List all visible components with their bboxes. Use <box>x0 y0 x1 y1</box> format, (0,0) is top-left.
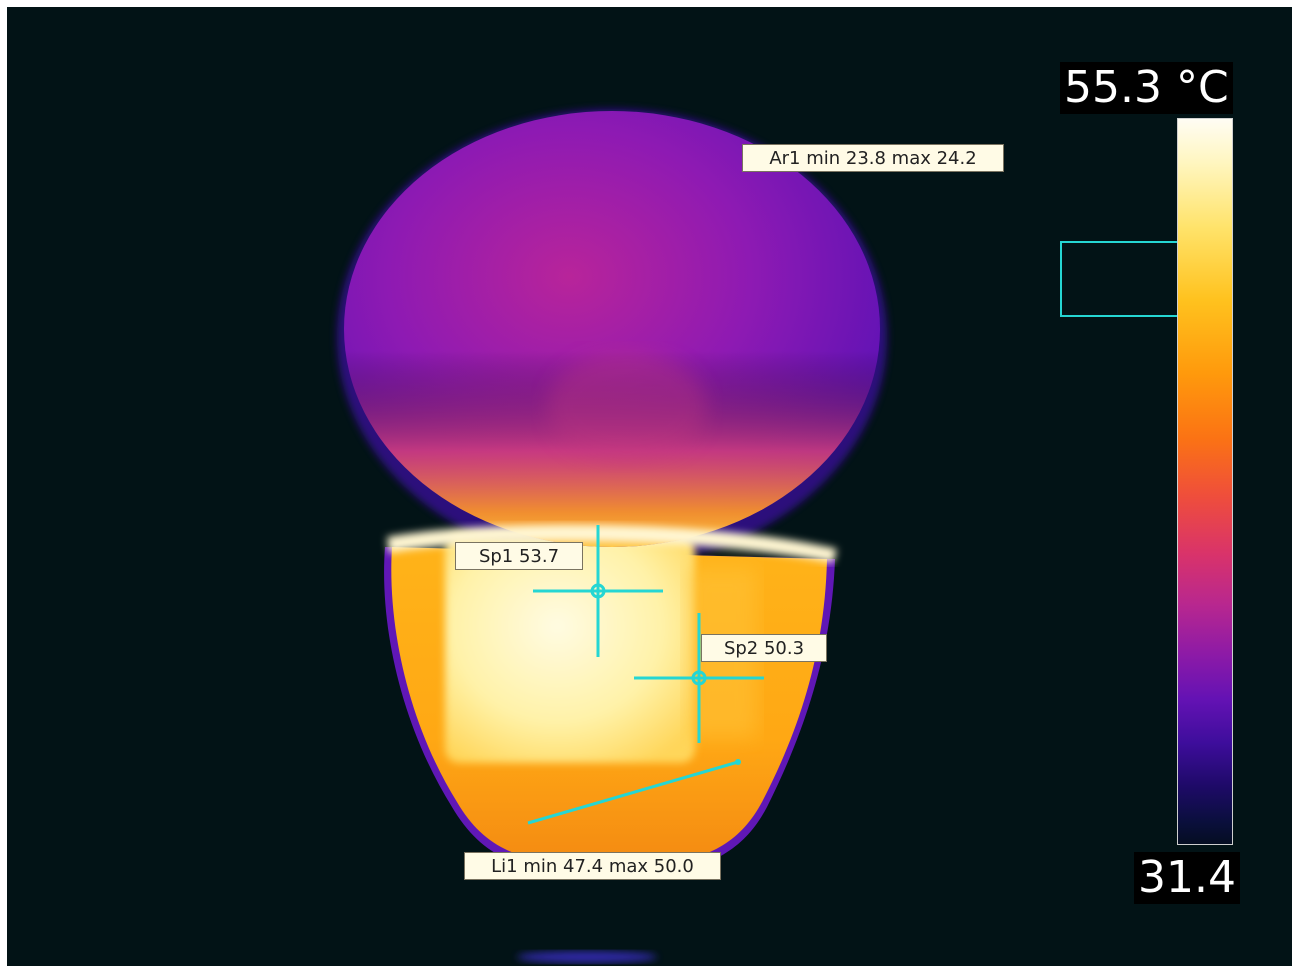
bulb-seam <box>387 524 837 563</box>
area-measurement-label: Ar1 min 23.8 max 24.2 <box>742 144 1004 172</box>
spot1-measurement-label: Sp1 53.7 <box>455 542 583 570</box>
thermal-image <box>337 109 887 963</box>
spot2-crosshair <box>634 613 764 743</box>
thermal-image-frame <box>7 7 1292 966</box>
range-marker-bracket <box>1060 241 1177 317</box>
line-measurement <box>527 759 741 825</box>
scale-max-label: 55.3 °C <box>1060 62 1233 114</box>
spot2-measurement-label: Sp2 50.3 <box>701 634 827 662</box>
temperature-colorbar <box>1177 118 1233 845</box>
line-measurement-label: Li1 min 47.4 max 50.0 <box>464 852 721 880</box>
spot1-crosshair <box>533 525 663 657</box>
scale-min-label: 31.4 <box>1134 852 1240 904</box>
